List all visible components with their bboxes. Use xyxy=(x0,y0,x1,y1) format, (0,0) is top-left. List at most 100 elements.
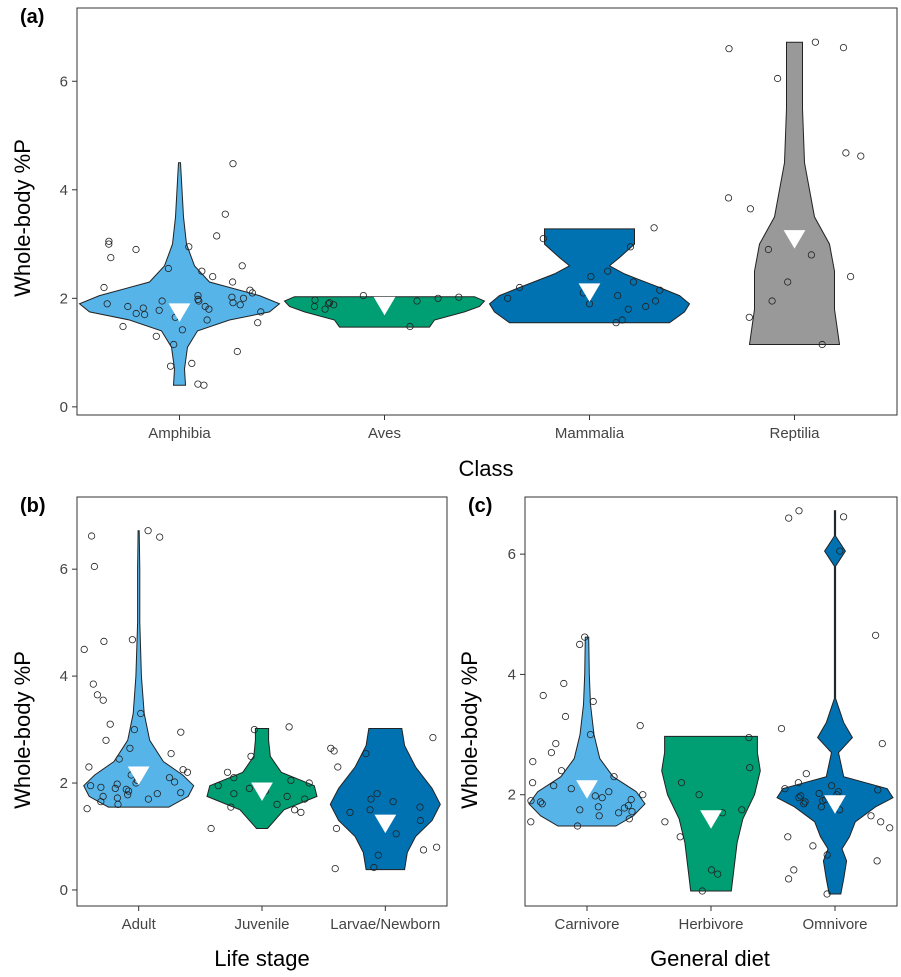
data-point xyxy=(610,773,618,781)
data-point xyxy=(846,272,855,281)
data-point xyxy=(144,527,152,535)
mean-marker xyxy=(578,283,601,302)
data-point xyxy=(567,785,575,793)
data-point xyxy=(595,812,603,820)
data-point xyxy=(156,533,164,541)
panel-b-label: (b) xyxy=(20,495,46,517)
data-point xyxy=(171,778,179,786)
data-point xyxy=(527,818,535,826)
data-point xyxy=(432,843,441,851)
data-point xyxy=(724,194,733,202)
data-point xyxy=(807,251,816,259)
data-point xyxy=(573,822,582,830)
data-point xyxy=(794,779,803,787)
data-point xyxy=(416,803,424,811)
panel-b: (b) Whole-body %P Life stage 0 2 4 6 Adult Ju… xyxy=(10,495,448,971)
data-point xyxy=(321,305,329,313)
x-tick-label: Mammalia xyxy=(555,425,625,442)
data-point xyxy=(738,806,746,814)
data-point xyxy=(781,785,789,793)
x-tick-label: Herbivore xyxy=(678,916,743,933)
data-point xyxy=(777,724,786,733)
data-point xyxy=(97,783,105,791)
data-point xyxy=(100,283,108,292)
data-point xyxy=(589,697,597,706)
data-point xyxy=(247,752,255,760)
data-point xyxy=(604,267,612,275)
data-point xyxy=(330,301,338,309)
data-point xyxy=(324,300,332,308)
data-point xyxy=(128,636,136,644)
mean-marker xyxy=(373,296,396,316)
data-point xyxy=(214,782,222,790)
data-point xyxy=(636,721,644,730)
mean-marker xyxy=(251,782,273,802)
data-point xyxy=(301,795,309,803)
violin-reptilia xyxy=(748,41,841,345)
data-point xyxy=(539,235,547,243)
data-point xyxy=(413,297,421,305)
data-point xyxy=(334,763,342,771)
data-point xyxy=(434,294,442,302)
data-point xyxy=(389,798,397,806)
data-point xyxy=(628,807,636,816)
data-point xyxy=(539,691,547,700)
data-point xyxy=(87,782,95,790)
panel-c-label: (c) xyxy=(468,495,492,517)
data-point xyxy=(811,38,820,46)
data-point xyxy=(867,812,875,820)
data-point xyxy=(598,794,606,802)
mean-marker xyxy=(824,795,846,814)
data-point xyxy=(857,152,865,160)
data-point xyxy=(661,818,669,826)
data-point xyxy=(802,770,810,778)
data-point xyxy=(167,749,175,758)
data-point xyxy=(132,309,140,318)
data-point xyxy=(130,725,138,734)
data-point xyxy=(839,513,848,521)
data-point xyxy=(839,43,848,52)
data-point xyxy=(132,245,140,254)
data-point xyxy=(620,804,629,812)
data-point xyxy=(327,744,335,752)
data-point xyxy=(836,547,844,555)
panel-c-y-axis-title: Whole-body %P xyxy=(457,651,482,809)
data-point xyxy=(639,791,647,799)
data-point xyxy=(538,800,546,808)
data-point xyxy=(827,782,836,790)
data-point xyxy=(290,806,299,814)
data-point xyxy=(90,562,99,571)
data-point xyxy=(85,763,93,771)
data-point xyxy=(246,286,254,294)
data-point xyxy=(137,709,145,718)
data-point xyxy=(80,645,88,654)
data-point xyxy=(233,347,241,356)
data-point xyxy=(745,313,753,321)
data-point xyxy=(764,245,773,254)
data-point xyxy=(122,785,130,794)
data-point xyxy=(366,806,374,814)
data-point xyxy=(373,790,381,798)
data-point xyxy=(164,264,172,273)
data-point xyxy=(725,45,733,53)
data-point xyxy=(89,680,97,688)
data-point xyxy=(561,712,570,721)
data-point xyxy=(200,381,208,389)
x-tick-label: Carnivore xyxy=(554,916,619,933)
data-point xyxy=(642,302,650,311)
data-point xyxy=(594,803,602,811)
data-point xyxy=(581,633,589,641)
data-point xyxy=(612,319,620,327)
violin-carnivore xyxy=(528,636,646,827)
data-point xyxy=(230,774,238,782)
data-point xyxy=(213,232,221,240)
data-point xyxy=(285,723,293,731)
data-point xyxy=(155,306,163,314)
data-point xyxy=(515,283,524,292)
data-point xyxy=(367,795,375,803)
data-point xyxy=(419,846,428,854)
panel-c: (c) Whole-body %P General diet 2 4 6 Carniv… xyxy=(457,495,898,971)
data-point xyxy=(179,766,187,774)
data-point xyxy=(239,294,248,302)
